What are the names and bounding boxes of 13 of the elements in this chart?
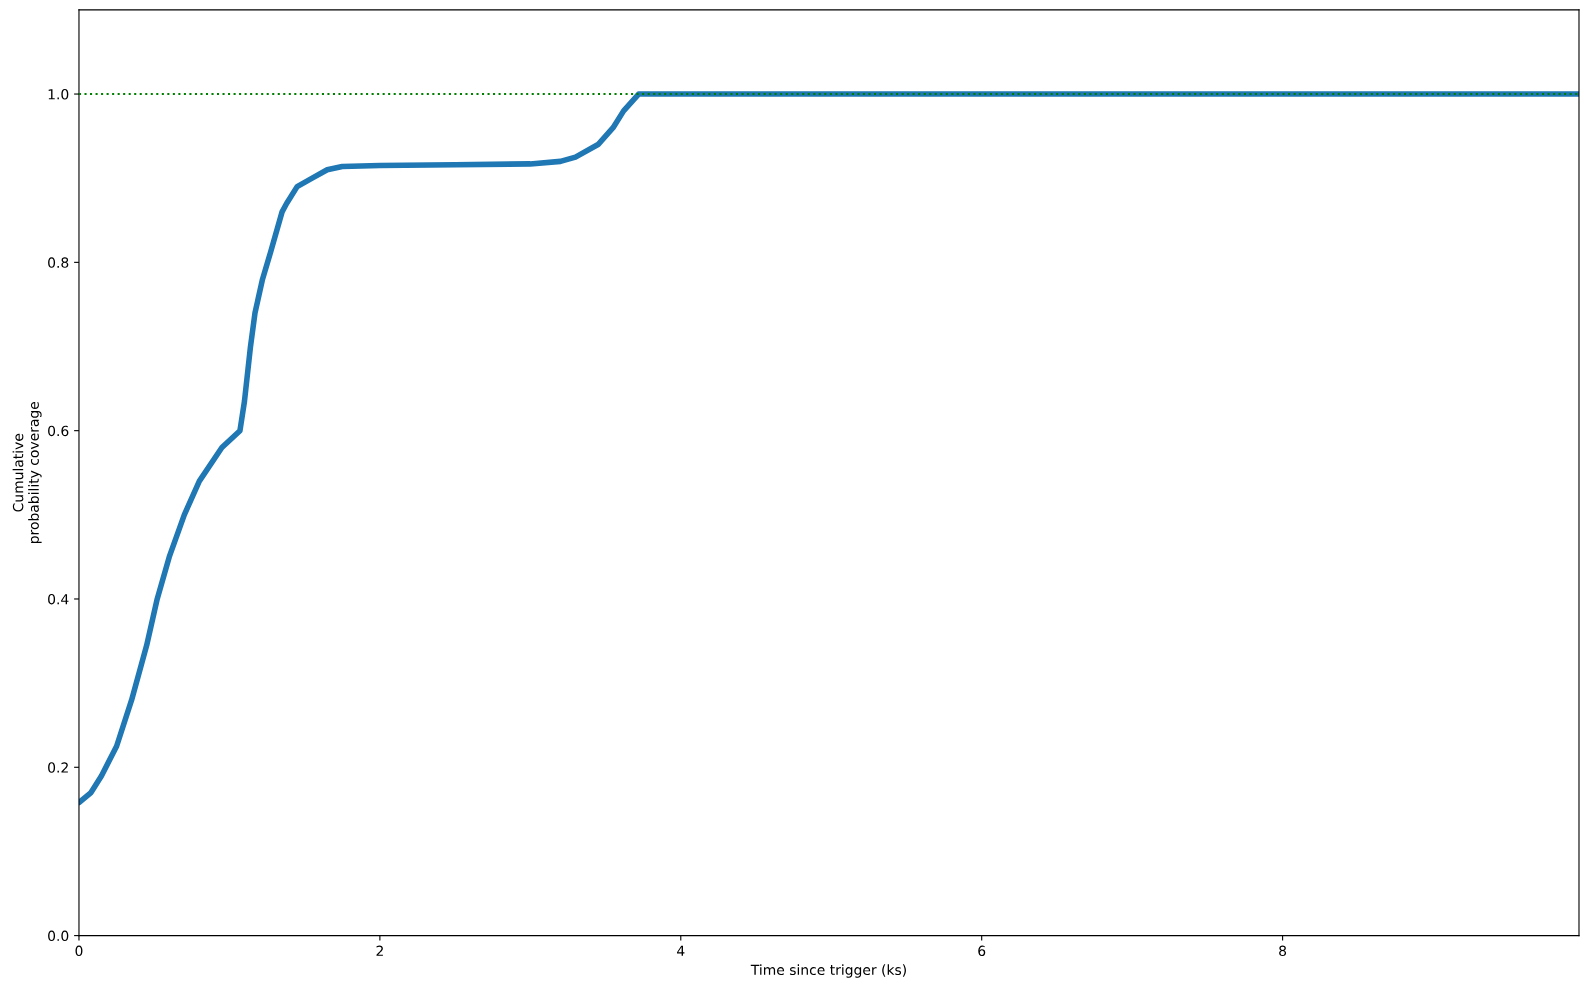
y-axis-title: Cumulative probability coverage (12, 401, 42, 543)
x-tick-label: 0 (75, 945, 83, 957)
y-tick-label: 0.0 (48, 930, 69, 942)
y-tick-label: 0.4 (48, 593, 69, 605)
x-tick-label: 4 (677, 945, 685, 956)
y-tick-label: 0.6 (48, 425, 69, 437)
y-tick-label: 1.0 (48, 89, 69, 100)
x-tick-label: 2 (376, 945, 383, 956)
x-tick-label: 8 (1279, 945, 1287, 957)
y-tick-label: 0.8 (48, 257, 69, 268)
x-axis-title: Time since trigger (ks) (750, 964, 906, 978)
y-tick-label: 0.2 (48, 762, 68, 773)
x-tick-label: 6 (978, 945, 986, 957)
